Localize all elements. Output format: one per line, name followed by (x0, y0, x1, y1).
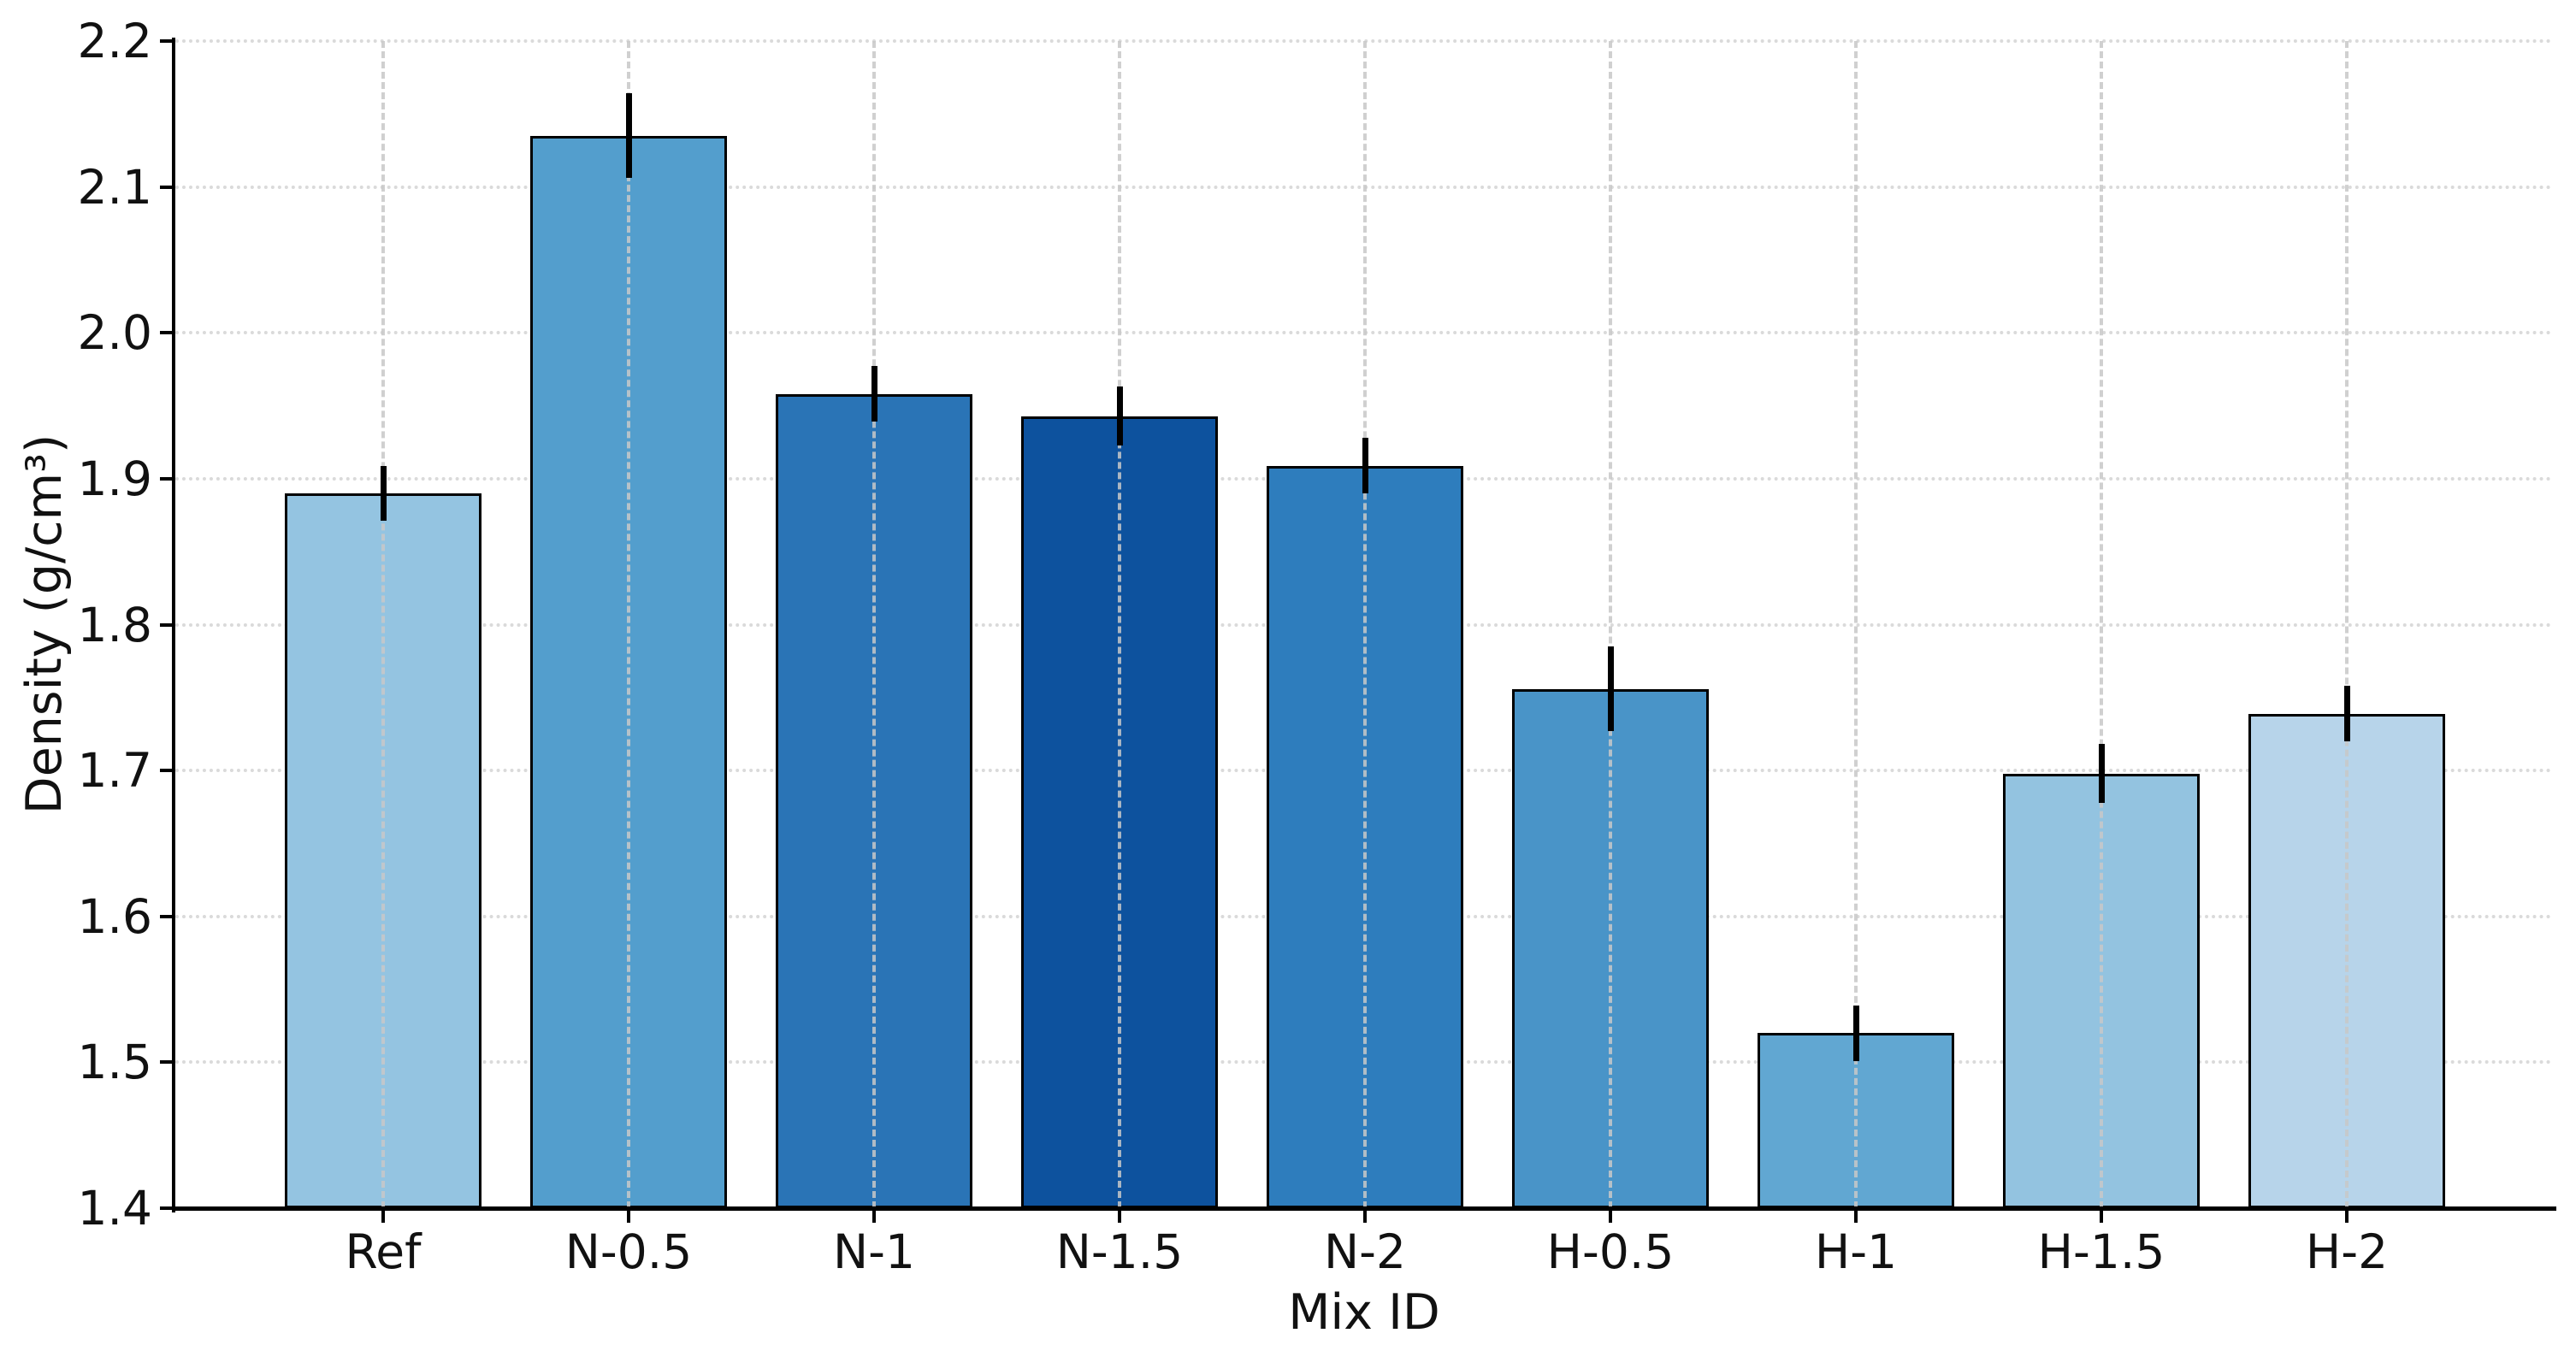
y-tick-label: 2.0 (77, 305, 152, 361)
plot-area (175, 39, 2553, 1210)
error-bar-h-0.5 (1608, 646, 1614, 732)
v-gridline (872, 41, 876, 1208)
x-axis-label: Mix ID (1288, 1284, 1440, 1341)
x-tick-label-h-1.5: H-1.5 (2037, 1224, 2165, 1279)
y-tick-mark (160, 1060, 173, 1065)
error-bar-n-1.5 (1117, 386, 1123, 445)
y-tick-label: 1.5 (77, 1035, 152, 1090)
y-tick-label: 2.1 (77, 159, 152, 215)
x-tick-mark (872, 1211, 876, 1223)
y-tick-mark (160, 622, 173, 627)
x-tick-label-h-0.5: H-0.5 (1546, 1224, 1675, 1279)
y-tick-label: 1.9 (77, 451, 152, 506)
x-tick-mark (2345, 1211, 2349, 1223)
y-tick-label: 1.4 (77, 1181, 152, 1236)
y-axis-spine (172, 38, 175, 1212)
y-tick-mark (160, 1206, 173, 1210)
v-gridline (1854, 41, 1858, 1208)
x-tick-label-n-1.5: N-1.5 (1055, 1224, 1184, 1279)
v-gridline (1609, 41, 1612, 1208)
y-tick-label: 1.7 (77, 743, 152, 799)
x-tick-mark (1609, 1211, 1612, 1223)
x-tick-mark (627, 1211, 630, 1223)
x-tick-mark (2100, 1211, 2103, 1223)
x-tick-mark (1854, 1211, 1858, 1223)
v-gridline (381, 41, 385, 1208)
x-tick-label-ref: Ref (345, 1224, 422, 1279)
error-bar-h-1.5 (2099, 744, 2105, 803)
x-tick-label-h-1: H-1 (1814, 1224, 1898, 1279)
x-tick-label-n-1: N-1 (833, 1224, 915, 1279)
error-bar-n-0.5 (626, 93, 632, 179)
error-bar-h-1 (1853, 1005, 1859, 1061)
x-tick-mark (1363, 1211, 1367, 1223)
error-bar-ref (381, 465, 387, 522)
error-bar-n-2 (1362, 438, 1368, 493)
x-tick-mark (381, 1211, 385, 1223)
x-tick-label-n-0.5: N-0.5 (564, 1224, 693, 1279)
y-tick-mark (160, 39, 173, 43)
v-gridline (2345, 41, 2349, 1208)
v-gridline (1118, 41, 1121, 1208)
x-tick-label-h-2: H-2 (2305, 1224, 2389, 1279)
y-tick-mark (160, 476, 173, 481)
v-gridline (627, 41, 630, 1208)
y-tick-mark (160, 185, 173, 189)
y-tick-mark (160, 769, 173, 773)
x-tick-mark (1118, 1211, 1121, 1223)
error-bar-n-1 (871, 366, 877, 422)
y-tick-mark (160, 331, 173, 335)
y-tick-label: 1.8 (77, 597, 152, 652)
v-gridline (1363, 41, 1367, 1208)
y-tick-label: 1.6 (77, 888, 152, 944)
y-tick-mark (160, 914, 173, 918)
v-gridline (2100, 41, 2103, 1208)
y-tick-label: 2.2 (77, 14, 152, 68)
x-tick-label-n-2: N-2 (1324, 1224, 1406, 1279)
x-axis-spine (172, 1206, 2556, 1211)
error-bar-h-2 (2344, 686, 2350, 741)
